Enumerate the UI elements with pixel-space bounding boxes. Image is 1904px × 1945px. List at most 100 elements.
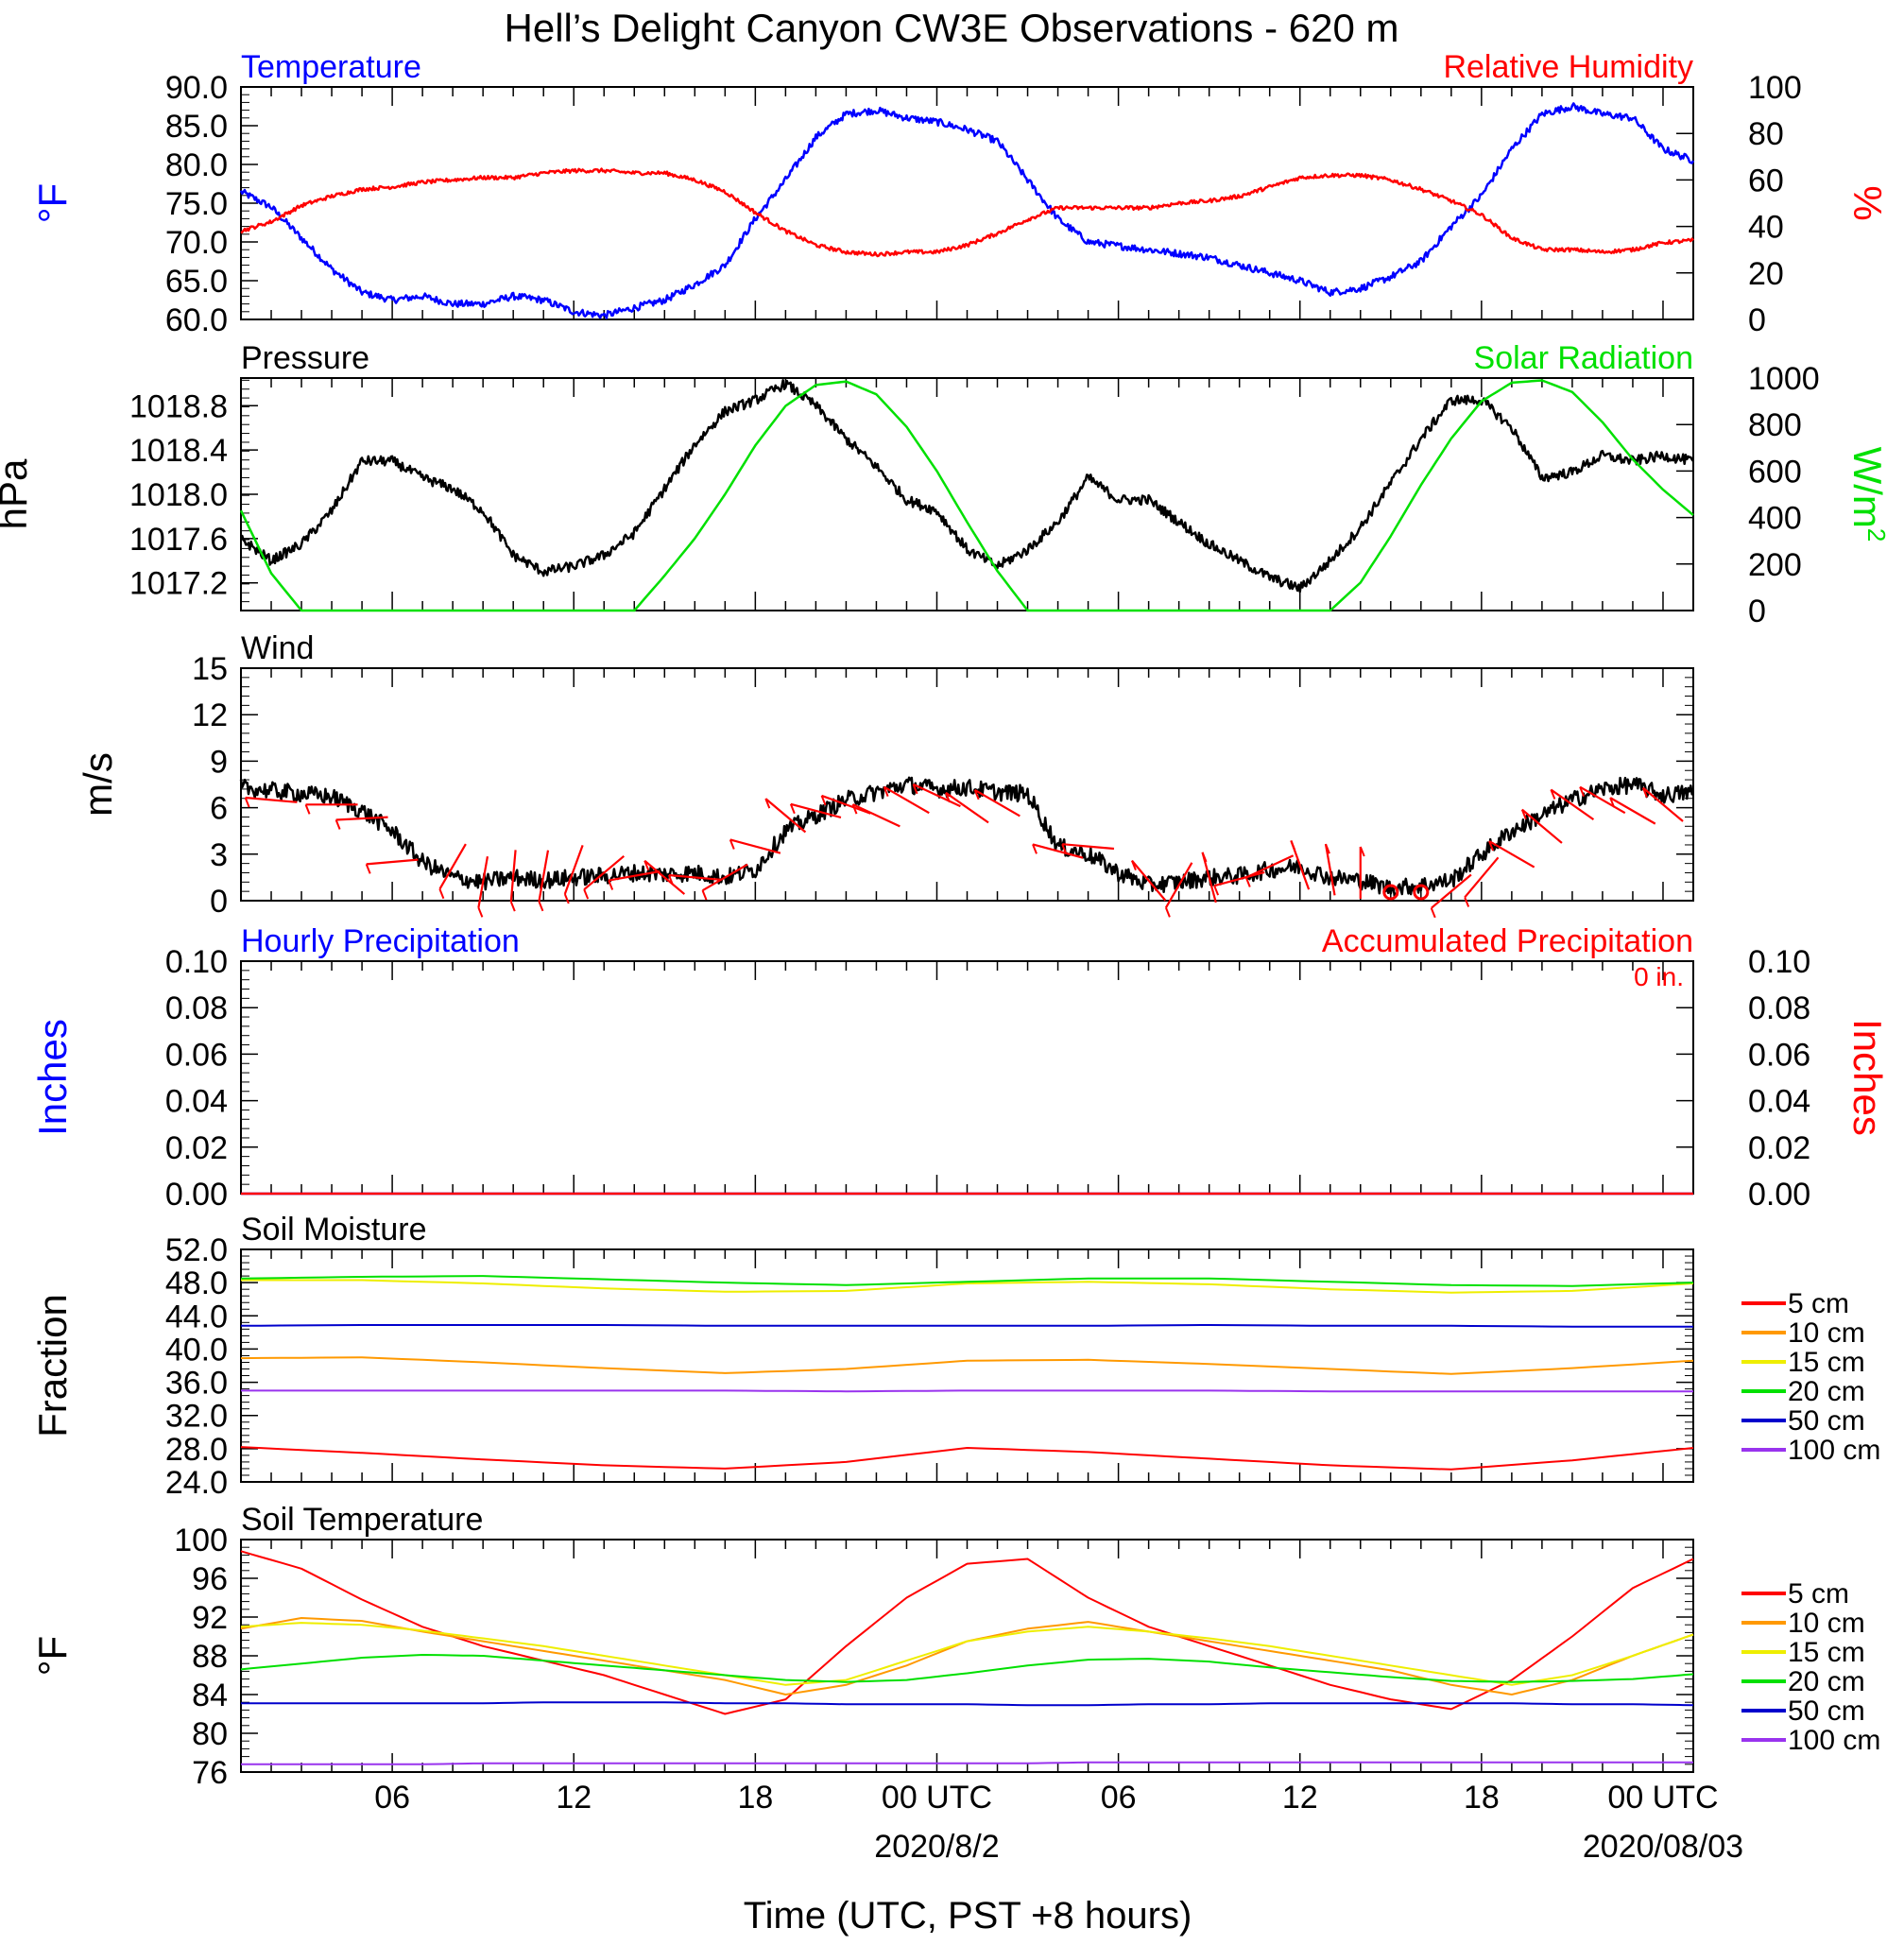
wind-barb-flag [912,783,918,795]
wind-barb-flag [583,888,590,900]
y-axis-label: °F [30,1636,75,1676]
y-tick-label: 36.0 [165,1366,228,1402]
accumulated-total: 0 in. [1634,962,1684,991]
y-tick-label: 84 [192,1678,228,1713]
time-axis-label: Time (UTC, PST +8 hours) [744,1895,1192,1936]
calm-wind-marker [1413,884,1430,901]
y2-tick-label: 100 [1748,70,1802,106]
wind-barb-flag [1290,840,1296,851]
wind-barb-flag [1464,897,1470,907]
panel-soil_moisture: 24.028.032.036.040.044.048.052.0 Fraction… [30,1212,1880,1501]
y2-tick-label: 0.10 [1748,944,1810,980]
series-line-15-cm [241,1279,1694,1294]
wind-barb [438,843,467,890]
legend-entry: 50 cm [1788,1695,1865,1727]
wind-barb-flag [764,798,771,809]
wind-barb [790,802,842,819]
wind-barb [1131,859,1167,902]
series-line-15-cm [240,1622,1694,1686]
y-tick-label: 12 [192,697,228,733]
wind-barb-flag [1164,907,1171,918]
y-tick-label: 100 [174,1523,228,1558]
series-line-relative-humidity [240,167,1695,258]
panel-title-left: Soil Moisture [241,1212,427,1248]
wind-barb-flag [1520,809,1527,819]
y-tick-label: 0 [210,884,228,920]
y-axis-left: 0 3 6 9 12 15 [192,651,1693,920]
y-tick-label: 28.0 [165,1432,228,1468]
wind-barb [1062,843,1115,851]
panel-title-right: Relative Humidity [1443,49,1693,85]
y-tick-label: 80 [192,1716,228,1752]
y-tick-label: 52.0 [165,1232,228,1268]
wind-barb [1164,862,1193,908]
wind-barb [1431,873,1472,909]
wind-barbs [244,783,1684,919]
wind-barb [583,854,626,890]
wind-barb-flag [701,889,708,901]
y2-tick-label: 60 [1748,163,1784,198]
y-tick-label: 9 [210,744,228,780]
series-line-20-cm [240,1654,1694,1683]
y-tick-label: 0.04 [165,1084,228,1120]
chart-title: Hell’s Delight Canyon CW3E Observations … [505,6,1399,50]
y-axis-left: 0.00 0.02 0.04 0.06 0.08 0.10 [165,944,258,1213]
wind-barb-flag [1430,907,1436,919]
y-tick-label: 60.0 [165,302,228,338]
panel-title-left: Pressure [241,340,369,376]
series-line-10-cm [240,1356,1694,1375]
series-line-50-cm [241,1701,1694,1707]
series-line-temperature [239,102,1695,319]
y2-tick-label: 80 [1748,116,1784,152]
wind-barb [563,844,584,895]
y-tick-label: 96 [192,1561,228,1597]
wind-barb [1324,843,1336,896]
series-line-5-cm [240,1550,1694,1715]
wind-barb [701,863,748,892]
legend-entry: 100 cm [1788,1725,1880,1756]
legend-entry: 15 cm [1788,1637,1865,1668]
series-line-5-cm [240,1446,1694,1471]
y-axis-label: m/s [76,752,120,817]
wind-barb-flag [563,893,570,904]
panel-title-right: Accumulated Precipitation [1322,923,1693,959]
y-axis-label: Fraction [30,1294,75,1437]
y-axis-left: 60.065.070.075.080.085.090.0 [165,70,258,338]
wind-barb-flag [1032,844,1038,854]
y-tick-label: 1018.0 [129,477,228,513]
y2-axis-label: Inches [1845,1019,1890,1136]
wind-barb [1201,852,1217,904]
panel-title-left: Temperature [241,49,421,85]
y2-tick-label: 800 [1748,407,1802,443]
wind-barb [883,785,930,815]
wind-barb-flag [608,880,614,890]
y-tick-label: 48.0 [165,1265,228,1301]
y-tick-label: 0.00 [165,1177,228,1213]
time-tick-label: 12 [556,1780,592,1816]
time-tick-label: 06 [374,1780,410,1816]
wind-barb-flag [820,795,827,806]
y2-tick-label: 40 [1748,210,1784,246]
wind-barb [335,816,388,821]
y2-tick-label: 400 [1748,501,1802,537]
y-tick-label: 0.02 [165,1130,228,1166]
wind-barb-flag [945,792,951,803]
wind-barb [366,858,419,866]
y-axis-left: 24.028.032.036.040.044.048.052.0 [165,1232,1693,1501]
legend-entry: 100 cm [1788,1435,1880,1466]
wind-barb [764,798,807,834]
wind-barb-flag [667,874,674,886]
wind-barb-flag [1641,787,1648,799]
y-tick-label: 0.06 [165,1037,228,1073]
y-tick-label: 3 [210,837,228,873]
time-axis: 06 12 18 00 UTC 2020/8/2 06 12 18 00 UTC 2020/08/… [374,1780,1743,1865]
legend-entry: 15 cm [1788,1347,1865,1378]
panels: 60.065.070.075.080.085.090.0°F0204060801… [0,49,1891,1791]
wind-barb [945,791,989,824]
y-tick-label: 44.0 [165,1299,228,1334]
wind-barb-flag [509,901,516,912]
y-tick-label: 85.0 [165,109,228,145]
